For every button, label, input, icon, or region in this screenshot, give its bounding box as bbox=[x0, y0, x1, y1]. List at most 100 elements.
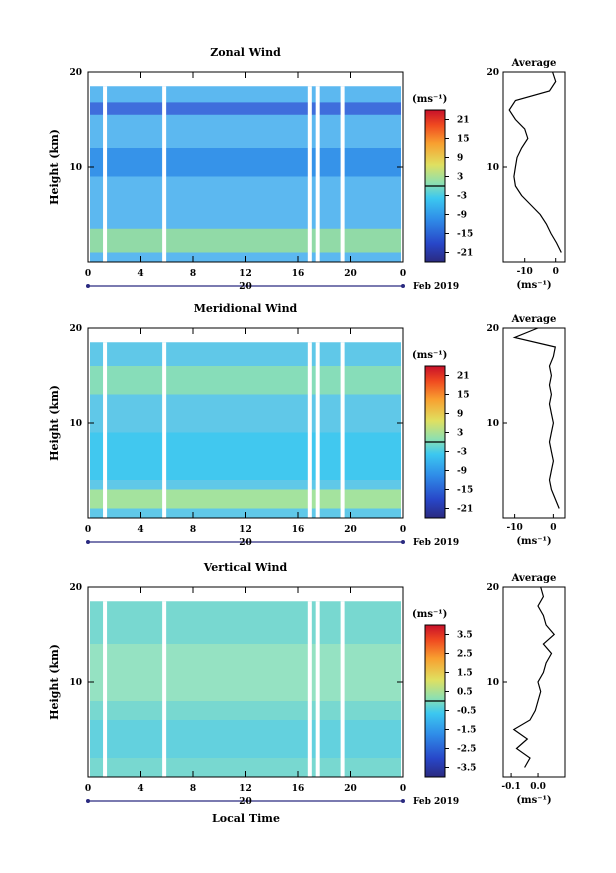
panel-0: Zonal Wind 0 4 8 12 16 20 0 20 10 Height (km) 20 Feb… bbox=[48, 46, 566, 292]
colorbar-tick-label: 2.5 bbox=[457, 650, 473, 660]
profile-x-tick-label: 0 bbox=[550, 523, 556, 533]
y-tick-label: 20 bbox=[69, 68, 82, 78]
panel-1: Meridional Wind 0 4 8 12 16 20 0 20 10 Height (km)… bbox=[48, 302, 566, 548]
profile-line bbox=[512, 327, 560, 509]
colorbar-unit: (ms⁻¹) bbox=[412, 350, 447, 361]
profile-line bbox=[508, 71, 562, 253]
y-tick-label: 10 bbox=[69, 419, 82, 429]
panel-title: Vertical Wind bbox=[203, 561, 288, 574]
profile-x-title: (ms⁻¹) bbox=[516, 795, 551, 806]
date-axis-marker bbox=[86, 540, 90, 544]
colorbar-tick-label: -0.5 bbox=[457, 707, 476, 717]
colorbar-tick-label: 21 bbox=[457, 372, 470, 382]
x-tick-label: 8 bbox=[190, 269, 196, 279]
colorbar-tick-label: 21 bbox=[457, 116, 470, 126]
x-tick-label: 12 bbox=[239, 784, 252, 794]
x-tick-label: 12 bbox=[239, 269, 252, 279]
data-gap bbox=[315, 601, 320, 777]
x-tick-label: 0 bbox=[400, 269, 406, 279]
date-label: Feb 2019 bbox=[413, 282, 459, 292]
profile-frame bbox=[502, 586, 566, 778]
day-label: 20 bbox=[239, 538, 252, 548]
x-tick-label: 4 bbox=[137, 784, 143, 794]
colorbar-tick-label: -2.5 bbox=[457, 745, 476, 755]
x-tick-label: 12 bbox=[239, 525, 252, 535]
x-tick-label: 0 bbox=[85, 784, 91, 794]
data-gap bbox=[307, 601, 312, 777]
colorbar-tick-label: -15 bbox=[457, 486, 473, 496]
y-axis-title: Height (km) bbox=[48, 644, 61, 720]
profile-y-tick-label: 10 bbox=[486, 678, 499, 688]
colorbar-tick-label: -3 bbox=[457, 448, 467, 458]
date-axis-marker bbox=[401, 540, 405, 544]
x-tick-label: 16 bbox=[292, 784, 305, 794]
data-gap bbox=[340, 601, 345, 777]
x-tick-label: 0 bbox=[85, 525, 91, 535]
x-tick-label: 16 bbox=[292, 525, 305, 535]
profile-y-tick-label: 10 bbox=[486, 419, 499, 429]
panel-title: Meridional Wind bbox=[194, 302, 298, 315]
heatmap-band bbox=[90, 489, 401, 509]
x-tick-label: 20 bbox=[344, 525, 357, 535]
date-axis-marker bbox=[86, 799, 90, 803]
colorbar-tick-label: -1.5 bbox=[457, 726, 476, 736]
data-gap bbox=[340, 86, 345, 262]
profile-x-tick-label: 0 bbox=[553, 267, 559, 277]
data-gap bbox=[162, 342, 167, 518]
heatmap-band bbox=[90, 432, 401, 480]
x-tick-label: 16 bbox=[292, 269, 305, 279]
colorbar-tick-label: 15 bbox=[457, 391, 470, 401]
profile-y-tick-label: 20 bbox=[486, 583, 499, 593]
date-axis-marker bbox=[401, 799, 405, 803]
profile-x-tick-label: 0.0 bbox=[530, 782, 546, 792]
profile-x-tick-label: -0.1 bbox=[501, 782, 520, 792]
date-axis-marker bbox=[401, 284, 405, 288]
x-tick-label: 0 bbox=[400, 784, 406, 794]
heatmap-band bbox=[90, 720, 401, 758]
x-tick-label: 0 bbox=[400, 525, 406, 535]
x-tick-label: 8 bbox=[190, 784, 196, 794]
heatmap-band bbox=[90, 644, 401, 701]
y-tick-label: 20 bbox=[69, 324, 82, 334]
colorbar-tick-label: -21 bbox=[457, 505, 473, 515]
colorbar-unit: (ms⁻¹) bbox=[412, 609, 447, 620]
heatmap-band bbox=[90, 228, 401, 253]
date-label: Feb 2019 bbox=[413, 538, 459, 548]
data-gap bbox=[103, 342, 108, 518]
day-label: 20 bbox=[239, 797, 252, 807]
colorbar-tick-label: 3 bbox=[457, 173, 463, 183]
profile-y-tick-label: 20 bbox=[486, 68, 499, 78]
profile-frame bbox=[502, 71, 566, 263]
x-tick-label: 0 bbox=[85, 269, 91, 279]
colorbar-tick-label: -3.5 bbox=[457, 764, 476, 774]
colorbar-unit: (ms⁻¹) bbox=[412, 94, 447, 105]
profile-x-title: (ms⁻¹) bbox=[516, 280, 551, 291]
profile-title: Average bbox=[511, 58, 557, 69]
colorbar-tick-label: -3 bbox=[457, 192, 467, 202]
data-gap bbox=[315, 86, 320, 262]
data-gap bbox=[307, 86, 312, 262]
x-tick-label: 20 bbox=[344, 784, 357, 794]
data-gap bbox=[315, 342, 320, 518]
colorbar-tick-label: 9 bbox=[457, 154, 463, 164]
x-tick-label: 8 bbox=[190, 525, 196, 535]
profile-line bbox=[512, 586, 556, 768]
colorbar-tick-label: 0.5 bbox=[457, 688, 473, 698]
heatmap-band bbox=[90, 366, 401, 395]
profile-x-tick-label: -10 bbox=[517, 267, 533, 277]
data-gap bbox=[162, 601, 167, 777]
profile-title: Average bbox=[511, 314, 557, 325]
data-gap bbox=[103, 601, 108, 777]
colorbar-tick-label: -15 bbox=[457, 230, 473, 240]
colorbar-tick-label: 3.5 bbox=[457, 631, 473, 641]
profile-y-tick-label: 20 bbox=[486, 324, 499, 334]
y-tick-label: 10 bbox=[69, 678, 82, 688]
colorbar-tick-label: 1.5 bbox=[457, 669, 473, 679]
profile-frame bbox=[502, 327, 566, 519]
panel-title: Zonal Wind bbox=[210, 46, 281, 59]
profile-y-tick-label: 10 bbox=[486, 163, 499, 173]
day-label: 20 bbox=[239, 282, 252, 292]
y-tick-label: 10 bbox=[69, 163, 82, 173]
profile-x-title: (ms⁻¹) bbox=[516, 536, 551, 547]
